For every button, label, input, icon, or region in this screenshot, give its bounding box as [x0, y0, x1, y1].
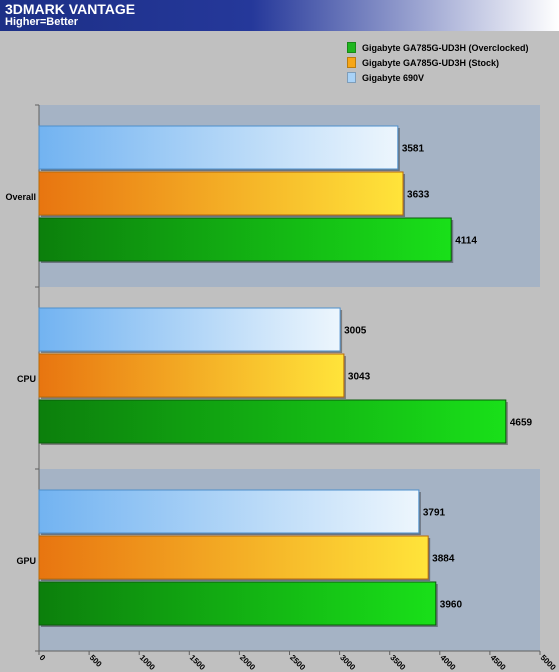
- chart-header: 3DMARK VANTAGE Higher=Better: [0, 0, 559, 31]
- data-label: 3884: [432, 554, 455, 565]
- bar-690v: [38, 125, 399, 170]
- data-label: 3005: [344, 326, 367, 337]
- bar-690v: [38, 307, 341, 352]
- bar-overclocked: [38, 399, 507, 444]
- bar-overclocked: [38, 217, 452, 262]
- legend-label-overclocked: Gigabyte GA785G-UD3H (Overclocked): [362, 42, 529, 53]
- bar-stock: [38, 171, 404, 216]
- bar-overclocked: [38, 581, 437, 626]
- category-label: CPU: [17, 374, 36, 384]
- x-tick-label: 1500: [188, 653, 207, 672]
- data-label: 3581: [402, 144, 425, 155]
- x-tick-label: 2500: [288, 653, 307, 672]
- x-tick-label: 4000: [438, 653, 457, 672]
- chart-subtitle: Higher=Better: [5, 16, 79, 28]
- bar-stock: [38, 535, 429, 580]
- data-label: 3960: [440, 600, 463, 611]
- x-tick-label: 1000: [138, 653, 157, 672]
- legend-swatch-overclocked: [347, 42, 356, 53]
- data-label: 4659: [510, 418, 533, 429]
- data-label: 4114: [455, 236, 477, 247]
- legend-label-stock: Gigabyte GA785G-UD3H (Stock): [362, 57, 500, 68]
- x-tick-label: 500: [88, 653, 104, 669]
- legend-item-stock: Gigabyte GA785G-UD3H (Stock): [347, 55, 529, 70]
- legend-swatch-690v: [347, 72, 356, 83]
- x-tick-label: 2000: [238, 653, 257, 672]
- bar-690v: [38, 489, 420, 534]
- bar-stock: [38, 353, 345, 398]
- legend-swatch-stock: [347, 57, 356, 68]
- chart-title: 3DMARK VANTAGE: [5, 1, 136, 17]
- x-tick-label: 0: [38, 653, 48, 663]
- category-label: GPU: [16, 556, 36, 566]
- data-label: 3633: [407, 190, 430, 201]
- x-tick-label: 4500: [488, 653, 507, 672]
- x-tick-label: 3000: [338, 653, 357, 672]
- legend: Gigabyte GA785G-UD3H (Overclocked) Gigab…: [347, 40, 529, 85]
- legend-item-overclocked: Gigabyte GA785G-UD3H (Overclocked): [347, 40, 529, 55]
- data-label: 3043: [348, 372, 371, 383]
- category-label: Overall: [5, 192, 36, 202]
- legend-item-690v: Gigabyte 690V: [347, 70, 529, 85]
- x-tick-label: 3500: [388, 653, 407, 672]
- x-tick-label: 5000: [539, 653, 558, 672]
- data-label: 3791: [423, 508, 446, 519]
- legend-label-690v: Gigabyte 690V: [362, 72, 425, 83]
